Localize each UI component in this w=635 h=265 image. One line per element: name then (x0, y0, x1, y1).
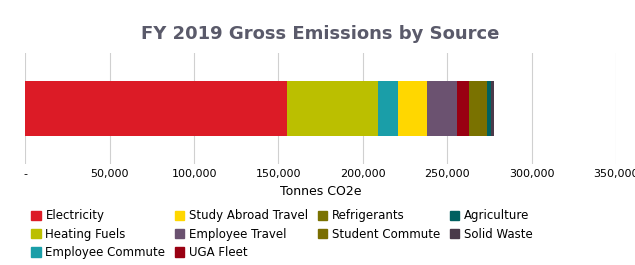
X-axis label: Tonnes CO2e: Tonnes CO2e (280, 185, 361, 198)
Bar (480, 81, 487, 136)
Bar (427, 81, 457, 136)
Bar (487, 81, 491, 136)
Bar (25, 81, 287, 136)
Title: FY 2019 Gross Emissions by Source: FY 2019 Gross Emissions by Source (142, 25, 500, 43)
Bar (378, 81, 398, 136)
Bar (287, 81, 378, 136)
Bar (398, 81, 427, 136)
Bar (457, 81, 469, 136)
Legend: Electricity, Heating Fuels, Employee Commute, Study Abroad Travel, Employee Trav: Electricity, Heating Fuels, Employee Com… (31, 209, 532, 259)
Bar (491, 81, 493, 136)
Bar (469, 81, 480, 136)
